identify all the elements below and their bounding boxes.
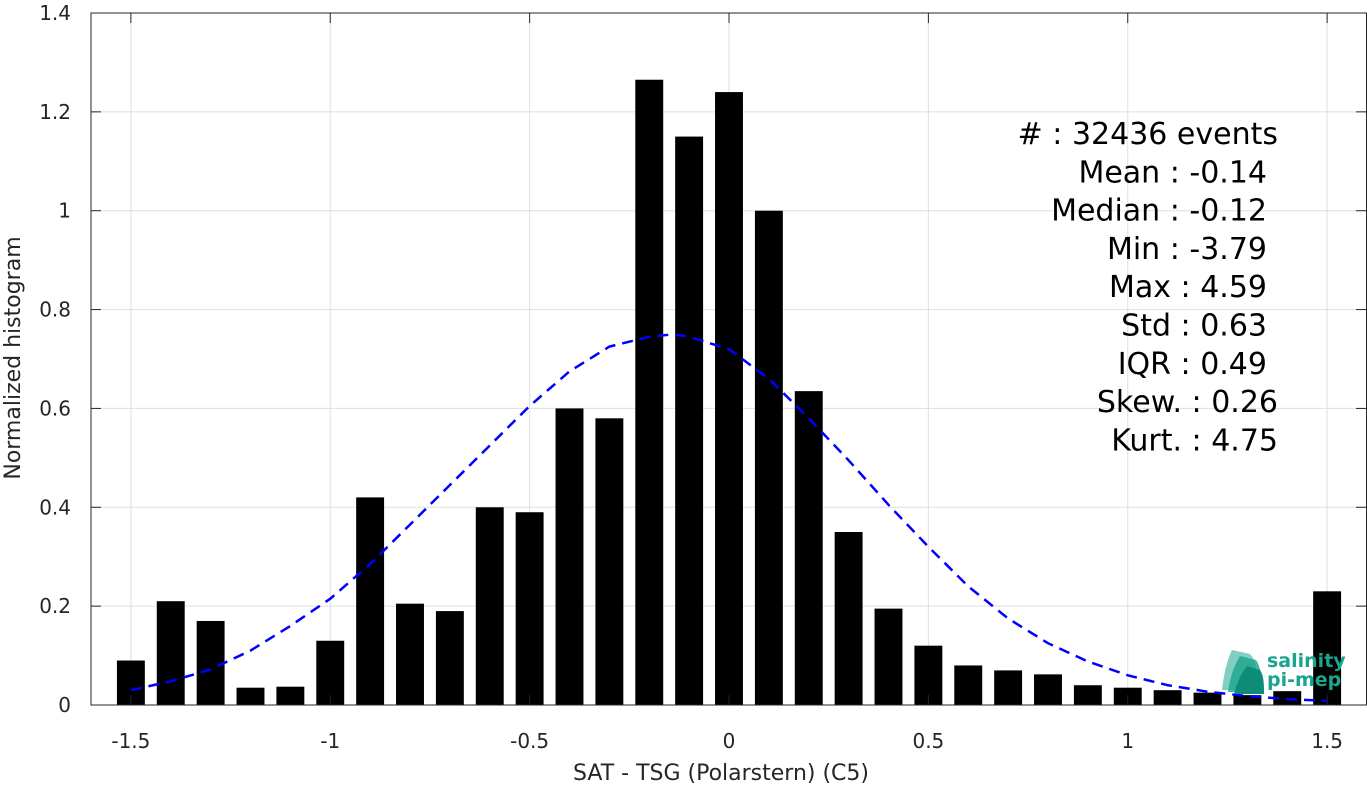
y-axis-label: Normalized histogram (1, 236, 26, 479)
stats-line-8: Kurt. : 4.75 (1111, 423, 1278, 458)
bar-8 (435, 611, 464, 705)
bar-15 (715, 92, 743, 706)
stats-line-1: Mean : -0.14 (1078, 155, 1267, 190)
bar-21 (954, 665, 983, 705)
logo-line-salinity: salinity (1267, 650, 1346, 672)
bar-19 (874, 608, 903, 705)
bar-12 (595, 418, 624, 705)
bar-17 (794, 391, 823, 705)
x-axis-label: SAT - TSG (Polarstern) (C5) (573, 761, 869, 785)
y-tick-label-3: 0.6 (39, 396, 71, 420)
bar-26 (1153, 690, 1182, 705)
bar-11 (555, 408, 584, 705)
stats-line-4: Max : 4.59 (1109, 270, 1267, 305)
bar-5 (316, 640, 345, 705)
x-tick-label-3: 0 (723, 729, 736, 753)
x-tick-label-1: -1 (320, 729, 340, 753)
bar-3 (236, 687, 265, 705)
y-tick-label-7: 1.4 (39, 1, 71, 25)
y-tick-labels: 0 0.2 0.4 0.6 0.8 1 1.2 1.4 (39, 1, 71, 717)
x-tick-label-5: 1 (1121, 729, 1134, 753)
bar-7 (396, 603, 424, 705)
y-tick-label-1: 0.2 (39, 594, 71, 618)
bar-2 (196, 620, 225, 705)
stats-line-6: IQR : 0.49 (1118, 347, 1267, 382)
bar-14 (675, 136, 704, 706)
x-tick-label-2: -0.5 (510, 729, 549, 753)
x-tick-label-0: -1.5 (111, 729, 150, 753)
x-tick-label-4: 0.5 (912, 729, 944, 753)
wave-logo-icon (1222, 650, 1264, 694)
bar-30 (1313, 591, 1342, 705)
salinity-pi-mep-logo: salinity pi-mep (1222, 650, 1346, 694)
stats-line-5: Std : 0.63 (1121, 309, 1267, 344)
logo-line-pi-mep: pi-mep (1267, 669, 1341, 691)
bar-13 (635, 79, 664, 705)
bar-22 (994, 670, 1023, 705)
bar-18 (834, 532, 863, 705)
x-tick-labels: -1.5 -1 -0.5 0 0.5 1 1.5 (111, 729, 1343, 753)
stats-line-2: Median : -0.12 (1051, 194, 1267, 229)
bar-9 (475, 507, 504, 705)
bar-28 (1233, 695, 1262, 705)
y-tick-label-5: 1 (58, 199, 71, 223)
bar-27 (1193, 692, 1222, 705)
stats-line-0: # : 32436 events (1018, 117, 1278, 152)
y-tick-label-0: 0 (58, 693, 71, 717)
bar-1 (156, 601, 185, 705)
y-tick-label-2: 0.4 (39, 495, 71, 519)
y-tick-label-6: 1.2 (39, 100, 71, 124)
stats-line-7: Skew. : 0.26 (1097, 385, 1278, 420)
bar-4 (276, 686, 305, 705)
histogram-bars (116, 79, 1342, 706)
axis-ticks (91, 12, 1366, 706)
bar-16 (754, 210, 783, 705)
bar-23 (1034, 674, 1062, 705)
stats-line-3: Min : -3.79 (1107, 232, 1267, 267)
y-tick-label-4: 0.8 (39, 298, 71, 322)
x-tick-label-6: 1.5 (1311, 729, 1343, 753)
bar-6 (356, 497, 385, 705)
bar-10 (515, 512, 544, 705)
bar-24 (1073, 685, 1102, 705)
